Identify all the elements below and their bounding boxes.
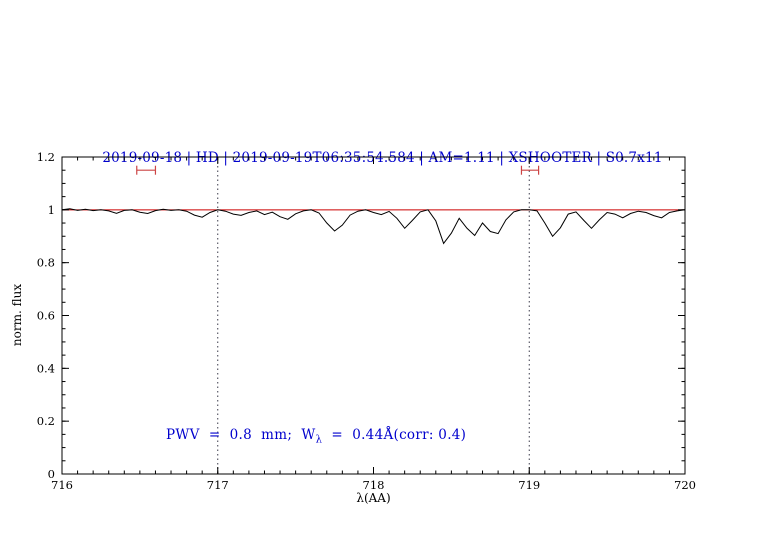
plot-title: 2019-09-18 | HD | 2019-09-19T06:35:54.58… (62, 134, 685, 182)
pwv-annotation: PWV = 0.8 mm; Wλ = 0.44Å(corr: 0.4) (148, 411, 467, 462)
y-tick-label: 0 (48, 467, 55, 481)
x-tick-label: 718 (363, 478, 385, 492)
spectrum-line (61, 208, 686, 245)
y-tick-label: 0.6 (37, 309, 55, 323)
y-tick-label: 0.4 (37, 361, 55, 375)
pwv-annotation-pre: PWV = 0.8 mm; W (166, 427, 316, 444)
x-tick-label: 716 (51, 478, 73, 492)
y-tick-label: 0.8 (37, 256, 55, 270)
x-axis-label: λ(AA) (356, 491, 391, 505)
y-tick-label: 0.2 (37, 414, 55, 428)
x-tick-label: 719 (518, 478, 540, 492)
x-tick-label: 720 (674, 478, 696, 492)
y-tick-label: 1 (48, 203, 55, 217)
y-tick-label: 1.2 (37, 150, 55, 164)
pwv-annotation-post: = 0.44Å(corr: 0.4) (322, 427, 467, 444)
plot-title-text: 2019-09-18 | HD | 2019-09-19T06:35:54.58… (102, 150, 663, 166)
pwv-annotation-sub: λ (315, 434, 323, 446)
x-tick-label: 717 (207, 478, 229, 492)
